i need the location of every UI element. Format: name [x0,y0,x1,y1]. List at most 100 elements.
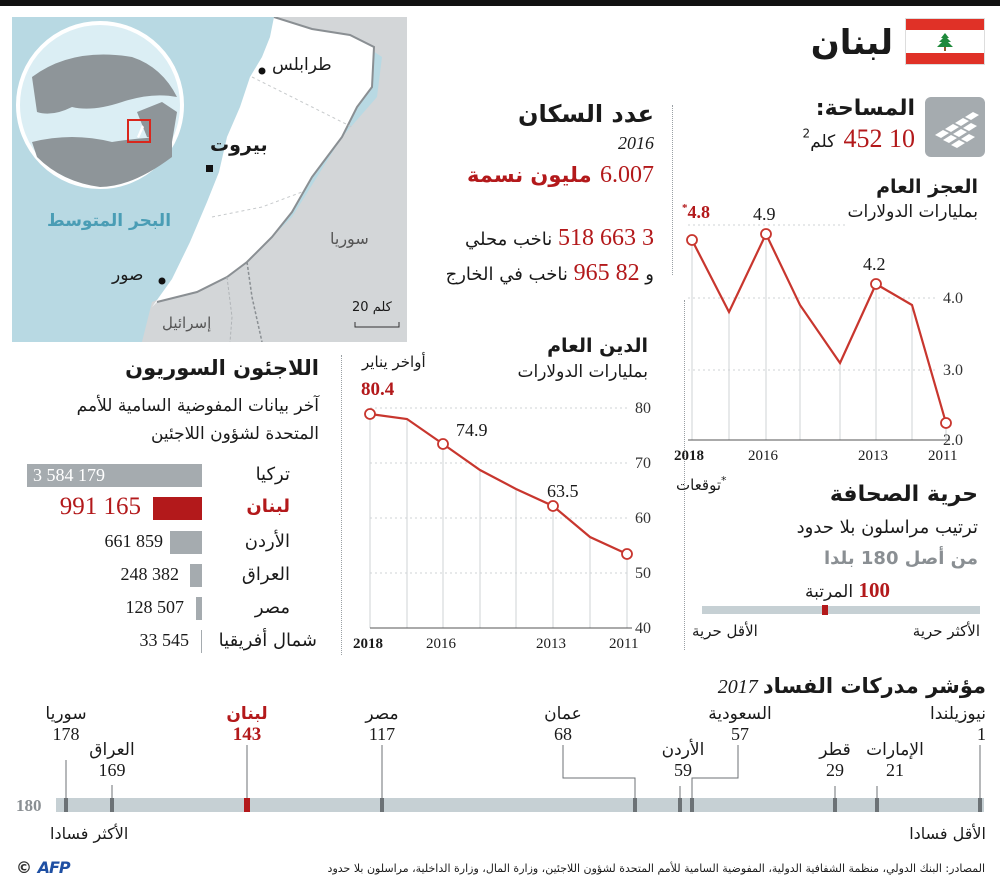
svg-text:4.0: 4.0 [943,290,963,307]
population-title: عدد السكان [517,100,654,128]
refugees-bar [196,597,202,620]
divider [684,300,685,650]
corruption-country-egypt: مصر 117 [365,704,399,744]
deficit-x-2011: 2011 [928,448,958,464]
corruption-country-oman: عمان 68 [544,704,582,744]
svg-text:70: 70 [635,455,651,472]
deficit-footnote: *توقعات [676,474,727,494]
refugees-row-iraq: 248 382 العراق [27,564,337,590]
debt-x-2018: 2018 [353,636,383,652]
city-tyre: صور [112,265,144,285]
lebanon-map-svg [16,17,407,342]
deficit-label-2016: 4.9 [753,204,776,224]
debt-chart: 80 70 60 50 40 74.9 63.5 2018 2016 2013 201… [345,400,675,660]
refugees-row-turkey: 3 584 179 تركيا [27,464,337,490]
debt-note: أواخر يناير [362,353,426,371]
voters-local-row: 3 663 518 ناخب محلي [465,225,654,252]
refugees-country: شمال أفريقيا [218,630,317,651]
deficit-highlight-label: *4.8 [682,202,710,222]
refugees-bar [201,630,202,653]
area-value-row: 10 452 كلم2 [803,124,915,154]
refugees-value: 991 165 [59,493,141,520]
refugees-bar [153,497,202,520]
debt-x-2016: 2016 [426,636,456,652]
refugees-country: العراق [241,564,290,585]
corruption-country-qatar: قطر 29 [819,740,851,780]
svg-text:60: 60 [635,510,651,527]
voters-abroad-row: و 82 965 ناخب في الخارج [446,260,654,287]
debt-x-2013: 2013 [536,636,566,652]
israel-label: إسرائيل [162,314,212,332]
footer-logo: © AFP [16,858,71,877]
refugees-value: 248 382 [120,564,180,584]
debt-x-2011: 2011 [609,636,639,652]
corruption-country-saudi: السعودية 57 [708,704,772,744]
refugees-title: اللاجئون السوريون [125,356,319,380]
deficit-x-2018: 2018 [674,448,704,464]
refugees-row-lebanon: 991 165 لبنان [27,493,337,524]
city-tripoli: طرابلس [272,55,332,75]
debt-title: الدين العام [547,335,648,357]
divider [341,355,342,655]
press-least-free: الأقل حرية [692,622,758,640]
population-value-row: 6.007 مليون نسمة [467,160,654,189]
refugees-row-north-africa: 33 545 شمال أفريقيا [27,630,337,656]
population-unit: مليون نسمة [467,163,592,187]
population-year: 2016 [618,133,654,153]
svg-text:3.0: 3.0 [943,362,963,379]
debt-highlight-label: 80.4 [361,379,395,400]
deficit-chart: 4.0 3.0 2.0 *4.8 4.9 4.2 2018 2016 2013 20… [674,200,1000,470]
svg-text:80: 80 [635,400,651,417]
area-unit: كلم [810,132,836,152]
area-value: 10 452 [843,124,916,153]
deficit-x-2016: 2016 [748,448,778,464]
refugees-value: 128 507 [125,597,185,617]
footer-sources: المصادر: البنك الدولي، منظمة الشفافية ال… [327,862,985,875]
voters-abroad-value: 82 965 [573,260,640,286]
press-rank-label: المرتبة [805,582,854,602]
city-beirut: بيروت [210,134,268,156]
press-rank-value: 100 [858,578,891,602]
refugees-row-egypt: 128 507 مصر [27,597,337,623]
debt-label-2016: 74.9 [456,420,488,440]
page-title: لبنان [810,23,893,63]
corruption-title: مؤشر مدركات الفساد [762,674,986,698]
divider [672,105,673,275]
corruption-most-corrupt: الأكثر فسادا [50,824,129,843]
voters-abroad-label: ناخب في الخارج [445,264,568,285]
corruption-country-syria: سوريا 178 [45,704,87,744]
corruption-least-corrupt: الأقل فسادا [909,824,986,843]
press-subtitle: ترتيب مراسلون بلا حدود [796,517,978,538]
sea-label: البحر المتوسط [47,211,172,231]
lebanon-flag-icon [905,18,985,65]
corruption-title-row: مؤشر مدركات الفساد 2017 [718,674,986,699]
syria-label: سوريا [330,229,369,248]
debt-label-2013: 63.5 [547,481,579,501]
top-bar [0,0,1000,6]
refugees-value: 661 859 [104,531,164,551]
refugees-value: 3 584 179 [33,465,105,485]
press-scale-bar [702,605,980,615]
refugees-subtitle-1: آخر بيانات المفوضية السامية للأمم [76,396,319,416]
corruption-scale-max: 180 [16,796,42,815]
svg-text:2.0: 2.0 [943,432,963,449]
refugees-bar [27,464,202,487]
voters-abroad-prefix: و [645,264,654,285]
voters-local-label: ناخب محلي [465,229,553,250]
corruption-scale-svg [56,745,984,812]
corruption-country-uae: الإمارات 21 [866,740,924,780]
corruption-scale: 180 سوريا 178 العراق 169 لبنان 143 مصر 1… [0,700,1000,850]
refugees-subtitle-2: المتحدة لشؤون اللاجئين [150,424,319,444]
corruption-country-iraq: العراق 169 [89,740,135,780]
map: طرابلس بيروت صور البحر المتوسط سوريا إسر… [12,17,407,342]
corruption-year: 2017 [717,676,758,698]
refugees-bar [190,564,202,587]
deficit-chart-svg: 4.0 3.0 2.0 [686,224,963,449]
corruption-country-lebanon: لبنان 143 [226,704,268,745]
press-out-of: من أصل 180 بلدا [823,548,978,569]
afp-logo: AFP [37,858,71,877]
press-most-free: الأكثر حرية [912,622,980,640]
press-rank-row: 100 المرتبة [805,578,890,603]
deficit-title: العجز العام [876,176,978,198]
copyright-icon: © [16,858,32,877]
